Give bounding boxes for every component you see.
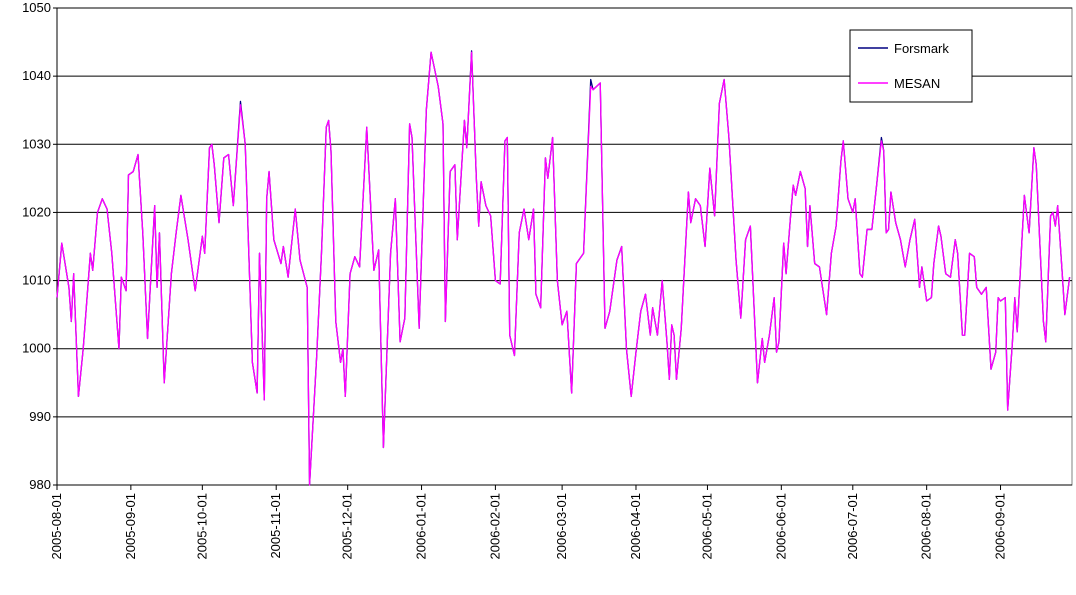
y-tick-label: 990 — [29, 409, 51, 424]
x-tick-label: 2005-09-01 — [123, 493, 138, 560]
x-tick-label: 2005-12-01 — [340, 493, 355, 560]
y-tick-label: 1020 — [22, 204, 51, 219]
x-tick-label: 2005-11-01 — [268, 493, 283, 559]
legend-label: Forsmark — [894, 41, 949, 56]
y-tick-label: 1050 — [22, 0, 51, 15]
legend-label: MESAN — [894, 76, 940, 91]
y-tick-label: 1010 — [22, 273, 51, 288]
x-tick-label: 2006-05-01 — [699, 493, 714, 560]
y-tick-label: 1030 — [22, 136, 51, 151]
legend-box — [849, 29, 973, 103]
y-tick-label: 1000 — [22, 341, 51, 356]
x-tick-label: 2005-10-01 — [194, 493, 209, 560]
x-tick-label: 2006-03-01 — [554, 493, 569, 560]
x-tick-label: 2006-01-01 — [414, 493, 429, 560]
x-tick-label: 2006-09-01 — [993, 493, 1008, 560]
x-tick-label: 2006-08-01 — [919, 493, 934, 560]
y-tick-label: 1040 — [22, 68, 51, 83]
data-line — [56, 51, 1071, 486]
y-tick-label: 980 — [29, 477, 51, 492]
x-tick-label: 2006-02-01 — [487, 493, 502, 560]
x-tick-label: 2006-07-01 — [845, 493, 860, 560]
x-tick-label: 2006-06-01 — [773, 493, 788, 560]
x-tick-label: 2006-04-01 — [628, 493, 643, 560]
x-tick-label: 2005-08-01 — [49, 493, 64, 560]
